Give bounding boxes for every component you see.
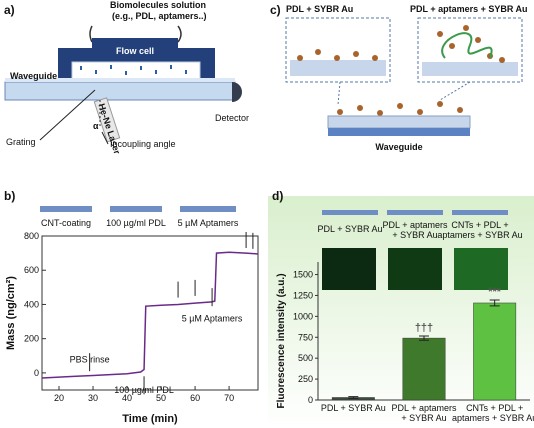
error-bar xyxy=(348,396,359,399)
y-tick-label: 0 xyxy=(34,368,39,378)
panel-a: a) Biomolecules solution (e.g., PDL, apt… xyxy=(4,0,249,156)
panel-c: c) PDL + SYBR Au PDL + aptamers + SYBR A… xyxy=(270,3,528,152)
strip xyxy=(110,206,162,212)
x-tick-label: PDL + aptamers + SYBR Au xyxy=(392,403,457,423)
label: Grating xyxy=(6,137,36,147)
y-tick-label: 600 xyxy=(24,265,39,275)
waveguide-top xyxy=(5,78,235,82)
surface xyxy=(290,60,518,76)
charts: 0 200 400 600 800 20 30 40 50 60 70 Time (min) Mass … xyxy=(5,231,534,425)
label: Waveguide xyxy=(375,142,422,152)
image-label: PDL + SYBR Au xyxy=(318,224,383,234)
label: α xyxy=(93,121,99,131)
y-tick-label: 250 xyxy=(298,374,313,384)
label: Incoupling angle xyxy=(110,139,176,149)
y-tick-label: 1500 xyxy=(293,270,313,280)
micrograph xyxy=(388,248,442,290)
molecules xyxy=(80,65,187,75)
tube xyxy=(89,25,182,43)
step-label: CNT-coating xyxy=(41,218,91,228)
zoom-line xyxy=(337,81,341,106)
y-tick-label: 400 xyxy=(24,299,39,309)
label: Flow cell xyxy=(116,46,154,56)
y-tick-label: 1250 xyxy=(293,290,313,300)
particles xyxy=(297,25,505,116)
label: PDL + SYBR Au xyxy=(286,4,353,14)
x-tick-label: PDL + SYBR Au xyxy=(321,403,386,413)
annotation: 5 µM Aptamers xyxy=(182,314,243,324)
label: PDL + aptamers + SYBR Au xyxy=(410,4,528,14)
y-axis-label: Fluorescence intensity (a.u.) xyxy=(276,273,287,408)
step-label: 5 µM Aptamers xyxy=(178,218,239,228)
zoom-box xyxy=(285,17,391,83)
flow-cell xyxy=(58,38,215,78)
image-label: PDL + aptamers + SYBR Au xyxy=(383,220,448,240)
strip xyxy=(322,210,378,215)
film xyxy=(327,115,471,129)
x-tick-label: 60 xyxy=(190,393,200,403)
label: Detector xyxy=(215,113,249,123)
y-axis-label: Mass (ng/cm²) xyxy=(5,276,17,350)
x-axis-label: Time (min) xyxy=(122,413,178,425)
micrograph xyxy=(454,248,508,290)
bar xyxy=(473,302,517,401)
error-bar xyxy=(419,335,429,341)
pointer xyxy=(101,131,109,145)
zoom-line xyxy=(439,81,471,101)
image-label: CNTs + PDL + aptamers + SYBR Au xyxy=(437,220,522,240)
plot-frame xyxy=(41,235,259,391)
waveguide xyxy=(4,81,236,101)
chamber xyxy=(71,61,201,81)
x-tick-label: 20 xyxy=(54,393,64,403)
y-tick-label: 750 xyxy=(298,332,313,342)
y-tick-label: 1000 xyxy=(293,311,313,321)
x-tick-label: 70 xyxy=(224,393,234,403)
line xyxy=(41,251,259,379)
label: Biomolecules solution xyxy=(110,0,206,10)
panel-letter: b) xyxy=(4,189,15,203)
panel-b-header: b) CNT-coating 100 µg/ml PDL 5 µM Aptame… xyxy=(4,189,239,228)
strip xyxy=(180,206,236,212)
strip xyxy=(387,210,443,215)
y-tick-label: 0 xyxy=(308,395,313,405)
x-tick-label: 50 xyxy=(156,393,166,403)
aptamer xyxy=(441,32,493,59)
detector xyxy=(232,82,242,102)
label: Waveguide xyxy=(10,71,57,81)
bar xyxy=(402,337,446,401)
strip xyxy=(40,206,92,212)
annotation: ††† xyxy=(415,322,433,334)
annotation: *** xyxy=(488,286,502,298)
strip xyxy=(452,210,508,215)
waveguide xyxy=(328,128,470,136)
pointer xyxy=(39,89,96,141)
x-tick-label: CNTs + PDL + aptamers + SYBR Au xyxy=(452,403,534,423)
error-bar xyxy=(489,299,500,307)
label: (e.g., PDL, aptamers..) xyxy=(112,11,207,21)
x-tick-label: 40 xyxy=(122,393,132,403)
x-tick-label: 30 xyxy=(88,393,98,403)
y-tick-label: 200 xyxy=(24,334,39,344)
y-tick-label: 500 xyxy=(298,353,313,363)
step-label: 100 µg/ml PDL xyxy=(106,218,166,228)
panel-letter: d) xyxy=(272,189,283,203)
panel-letter: a) xyxy=(4,3,15,17)
y-tick-label: 800 xyxy=(24,231,39,241)
micrograph xyxy=(322,248,376,290)
panel-letter: c) xyxy=(270,3,281,17)
